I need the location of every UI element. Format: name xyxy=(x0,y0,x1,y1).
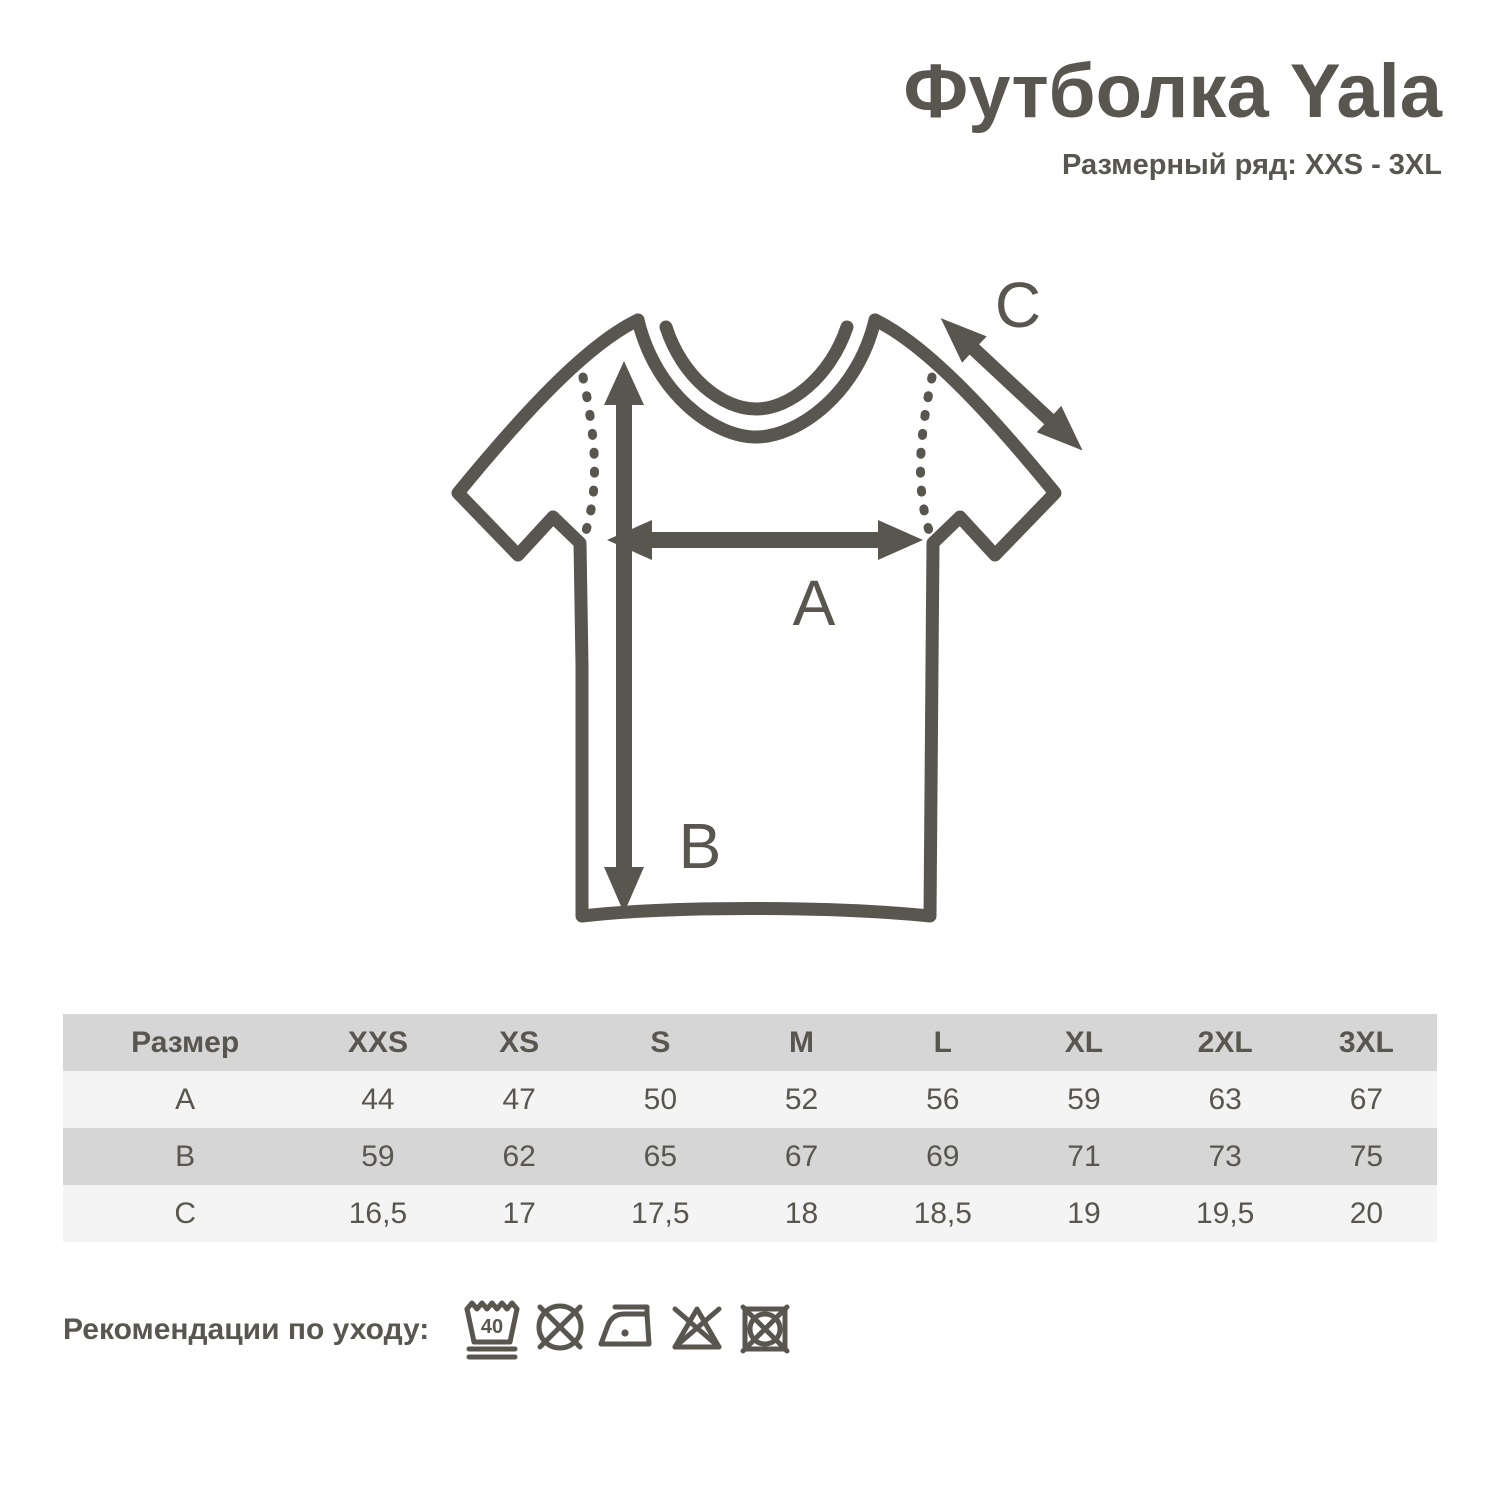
row-label-a: A xyxy=(175,1082,196,1116)
width-arrow-icon xyxy=(607,520,923,560)
cell-c-xl: 19 xyxy=(1067,1196,1101,1230)
table-row-a: A 44 47 50 52 56 59 63 67 xyxy=(63,1071,1437,1128)
cell-a-s: 50 xyxy=(643,1082,678,1116)
care-instructions: Рекомендации по уходу: 40 xyxy=(63,1290,795,1370)
cell-b-3xl: 75 xyxy=(1349,1139,1384,1173)
cell-b-2xl: 73 xyxy=(1208,1139,1242,1173)
table-header-size-xxs: XXS xyxy=(347,1025,408,1059)
tshirt-outline-icon xyxy=(451,313,1062,923)
sleeve-arrow-icon xyxy=(940,318,1083,451)
tshirt-measurement-diagram: A B C xyxy=(430,265,1110,955)
cell-c-m: 18 xyxy=(784,1196,819,1230)
size-chart-table: Размер XXS XS S M L XL 2XL 3XL A 44 47 5… xyxy=(63,1014,1437,1242)
care-symbols-group: 40 xyxy=(461,1297,795,1363)
row-label-c: C xyxy=(174,1196,196,1230)
cell-b-xl: 71 xyxy=(1067,1139,1101,1173)
size-range-subtitle: Размерный ряд: XXS - 3XL xyxy=(1062,148,1442,181)
cell-a-m: 52 xyxy=(784,1082,819,1116)
label-a: A xyxy=(793,567,836,639)
cell-b-xs: 62 xyxy=(502,1139,536,1173)
cell-a-xs: 47 xyxy=(502,1082,536,1116)
table-header-size-xs: XS xyxy=(499,1025,540,1059)
table-header-size-3xl: 3XL xyxy=(1338,1025,1394,1059)
wash-40-gentle-icon: 40 xyxy=(464,1300,520,1360)
cell-b-xxs: 59 xyxy=(361,1139,395,1173)
page-title: Футболка Yala xyxy=(903,49,1442,134)
cell-b-m: 67 xyxy=(784,1139,819,1173)
cell-a-3xl: 67 xyxy=(1349,1082,1384,1116)
page-header: Футболка Yala Размерный ряд: XXS - 3XL xyxy=(903,49,1442,182)
cell-b-l: 69 xyxy=(926,1139,960,1173)
iron-temperature-dot xyxy=(621,1329,629,1337)
row-label-b: B xyxy=(175,1139,196,1173)
table-header-size-xl: XL xyxy=(1064,1025,1104,1059)
table-header-size-2xl: 2XL xyxy=(1197,1025,1253,1059)
cell-a-xl: 59 xyxy=(1067,1082,1101,1116)
do-not-bleach-icon xyxy=(672,1306,722,1350)
wash-temperature-text: 40 xyxy=(481,1316,503,1338)
table-header-size-s: S xyxy=(650,1025,671,1059)
table-header-size-m: M xyxy=(789,1025,815,1059)
cell-a-2xl: 63 xyxy=(1208,1082,1242,1116)
cell-c-l: 18,5 xyxy=(913,1196,972,1230)
do-not-dry-clean-icon xyxy=(536,1303,584,1351)
label-b: B xyxy=(679,810,722,882)
sleeve-seam-dotted-lines xyxy=(577,372,938,548)
label-c: C xyxy=(995,269,1041,341)
length-arrow-icon xyxy=(604,361,644,913)
table-header-row: Размер XXS XS S M L XL 2XL 3XL xyxy=(63,1014,1437,1071)
iron-low-one-dot-icon xyxy=(598,1304,652,1347)
cell-c-xxs: 16,5 xyxy=(348,1196,408,1230)
cell-c-s: 17,5 xyxy=(631,1196,690,1230)
cell-b-s: 65 xyxy=(643,1139,678,1173)
cell-c-xs: 17 xyxy=(502,1196,536,1230)
cell-c-2xl: 19,5 xyxy=(1195,1196,1255,1230)
table-header-size-l: L xyxy=(933,1025,952,1059)
table-row-b: B 59 62 65 67 69 71 73 75 xyxy=(63,1128,1437,1185)
table-row-c: C 16,5 17 17,5 18 18,5 19 19,5 20 xyxy=(63,1185,1437,1242)
table-header-measure: Размер xyxy=(131,1025,240,1059)
care-instructions-label: Рекомендации по уходу: xyxy=(63,1313,430,1346)
do-not-tumble-dry-icon xyxy=(740,1304,790,1354)
cell-a-l: 56 xyxy=(926,1082,960,1116)
cell-a-xxs: 44 xyxy=(361,1082,395,1116)
cell-c-3xl: 20 xyxy=(1349,1196,1384,1230)
